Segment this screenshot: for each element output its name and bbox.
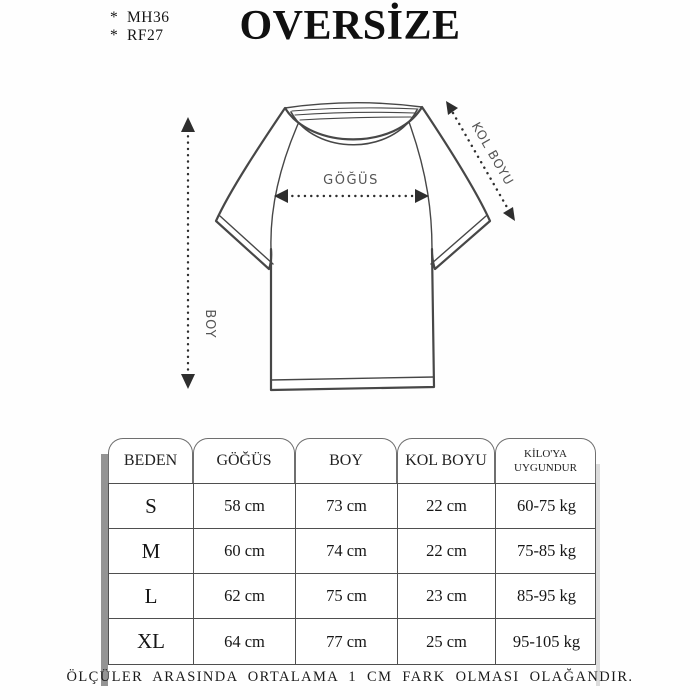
chest-label: GÖĞÜS [323, 171, 379, 188]
cell-l-boy: 75 cm [296, 574, 398, 619]
size-table-header-row: BEDEN GÖĞÜS BOY KOL BOYU KİLO'YA UYGUNDU… [108, 438, 596, 483]
cell-m-boy: 74 cm [296, 529, 398, 574]
chest-arrowhead-left [274, 189, 288, 203]
collar-inner-line [290, 109, 418, 146]
size-label-m: M [109, 529, 194, 574]
tshirt-outline [214, 105, 492, 392]
back-neck-line-1 [291, 107, 419, 112]
size-label-s: S [109, 484, 194, 529]
tshirt-measurement-diagram: GÖĞÜS BOY KOL BOYU [170, 80, 530, 420]
header-kol-boyu: KOL BOYU [397, 438, 495, 483]
chest-arrow: GÖĞÜS [274, 171, 429, 203]
header-gogus: GÖĞÜS [193, 438, 295, 483]
left-sleeve-seam [270, 123, 299, 250]
tshirt-diagram-svg: GÖĞÜS BOY KOL BOYU [181, 101, 517, 392]
header-boy: BOY [295, 438, 397, 483]
cell-xl-kol-boyu: 25 cm [398, 619, 496, 664]
back-neck-line-2 [294, 111, 416, 116]
cell-s-gogus: 58 cm [194, 484, 296, 529]
cell-s-kol-boyu: 22 cm [398, 484, 496, 529]
length-arrowhead-top [181, 117, 195, 132]
header-kiloya-uygundur: KİLO'YA UYGUNDUR [495, 438, 596, 483]
page-title: OVERSİZE [239, 3, 461, 49]
left-cuff-band [219, 215, 274, 265]
cell-s-boy: 73 cm [296, 484, 398, 529]
sleeve-label: KOL BOYU [469, 119, 517, 188]
cell-l-gogus: 62 cm [194, 574, 296, 619]
tshirt-drawing [214, 102, 492, 392]
product-code-1: * MH36 [110, 9, 170, 26]
cell-xl-gogus: 64 cm [194, 619, 296, 664]
length-arrowhead-bottom [181, 374, 195, 389]
right-cuff-band [430, 215, 487, 265]
size-label-xl: XL [109, 619, 194, 664]
product-codes: * MH36 * RF27 [110, 9, 169, 45]
footnote: ÖLÇÜLER ARASINDA ORTALAMA 1 CM FARK OLMA… [66, 669, 634, 685]
cell-xl-boy: 77 cm [296, 619, 398, 664]
cell-l-kilo: 85-95 kg [496, 574, 597, 619]
right-sleeve-seam [408, 121, 433, 250]
hem-band [270, 376, 435, 381]
collar-top-edge [284, 102, 423, 109]
cell-m-kilo: 75-85 kg [496, 529, 597, 574]
size-table-body: S 58 cm 73 cm 22 cm 60-75 kg M 60 cm 74 … [108, 483, 597, 665]
chest-arrowhead-right [415, 189, 429, 203]
sleeve-arrowhead-top [446, 101, 458, 115]
size-table: BEDEN GÖĞÜS BOY KOL BOYU KİLO'YA UYGUNDU… [101, 438, 600, 686]
back-neck-line-3 [299, 116, 412, 121]
cell-l-kol-boyu: 23 cm [398, 574, 496, 619]
cell-xl-kilo: 95-105 kg [512, 631, 581, 651]
length-arrow: BOY [181, 117, 217, 389]
cell-m-kol-boyu: 22 cm [398, 529, 496, 574]
sleeve-arrowhead-bottom [503, 207, 515, 221]
header-beden: BEDEN [108, 438, 193, 483]
cell-m-gogus: 60 cm [194, 529, 296, 574]
length-label: BOY [202, 309, 217, 338]
product-code-2: * RF27 [110, 27, 164, 44]
cell-s-kilo: 60-75 kg [496, 484, 597, 529]
size-label-l: L [109, 574, 194, 619]
